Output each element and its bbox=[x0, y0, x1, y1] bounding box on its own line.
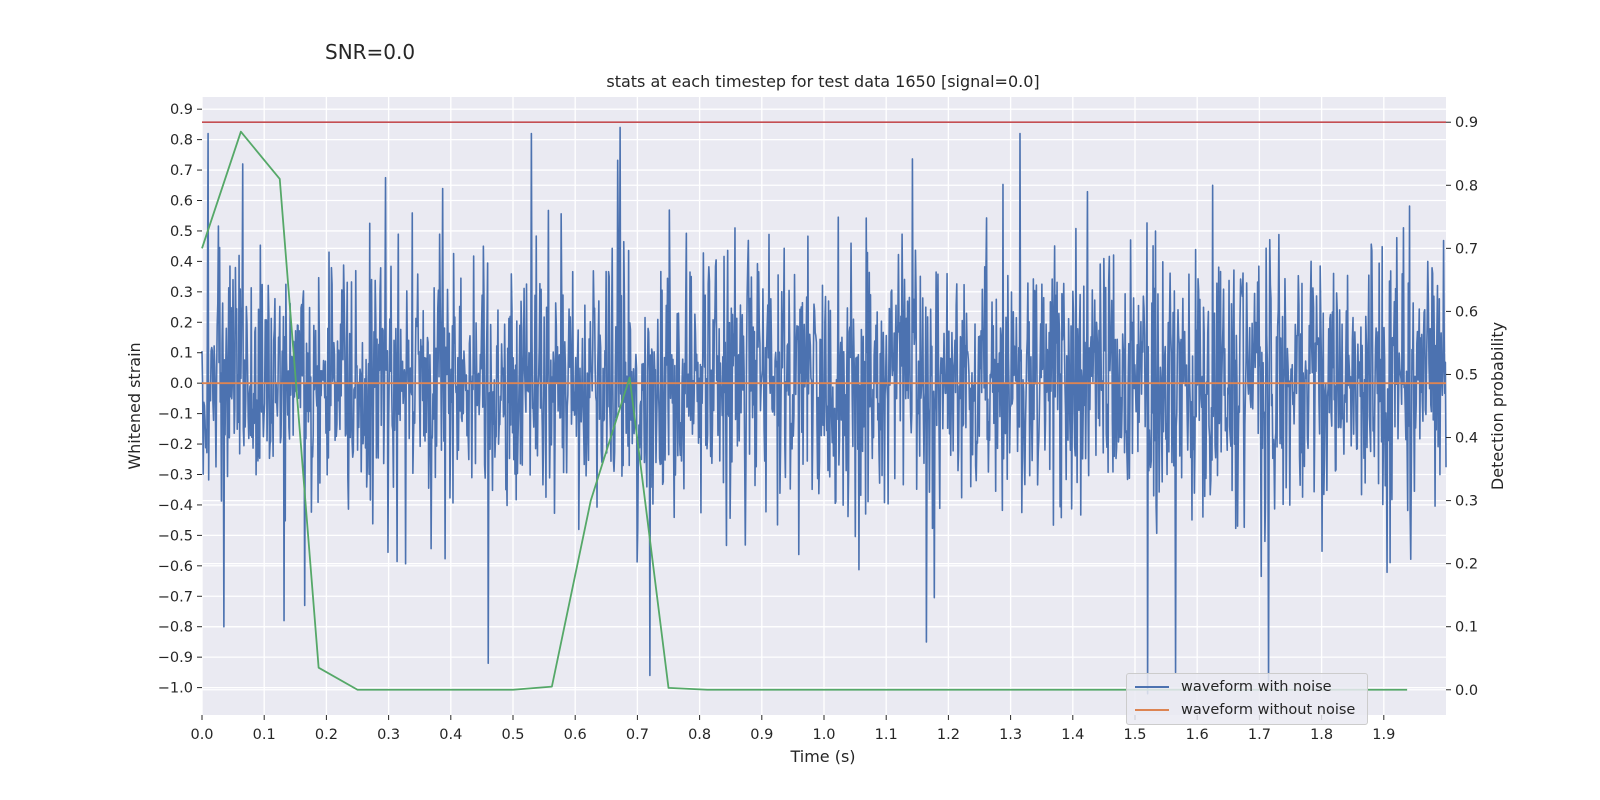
y2-tick-label: 0.9 bbox=[1455, 115, 1478, 131]
y2-tick-label: 0.2 bbox=[1455, 557, 1478, 573]
x-tick-label: 0.6 bbox=[564, 727, 587, 743]
y2-tick-label: 0.5 bbox=[1455, 367, 1478, 383]
legend-entry-noisy: waveform with noise bbox=[1135, 677, 1332, 697]
y-tick-label: −0.4 bbox=[158, 498, 193, 514]
x-tick-label: 0.1 bbox=[253, 727, 276, 743]
x-tick-label: 1.3 bbox=[999, 727, 1022, 743]
y2-axis-label: Detection probability bbox=[1488, 322, 1507, 490]
y-tick-label: −0.2 bbox=[158, 437, 193, 453]
legend-swatch-noisy bbox=[1135, 686, 1169, 688]
x-tick-label: 1.0 bbox=[812, 727, 835, 743]
y-tick-label: −1.0 bbox=[158, 681, 193, 697]
legend-label-noisy: waveform with noise bbox=[1181, 679, 1332, 695]
y-axis-label: Whitened strain bbox=[125, 342, 144, 469]
y2-tick-label: 0.3 bbox=[1455, 494, 1478, 510]
series-waveform-with-noise bbox=[201, 126, 1447, 695]
x-tick-label: 1.9 bbox=[1372, 727, 1395, 743]
x-tick-label: 0.4 bbox=[439, 727, 462, 743]
x-tick-label: 1.1 bbox=[875, 727, 898, 743]
x-axis-label: Time (s) bbox=[789, 747, 855, 766]
x-tick-label: 0.8 bbox=[688, 727, 711, 743]
y-tick-label: −0.9 bbox=[158, 650, 193, 666]
y-tick-label: −0.5 bbox=[158, 528, 193, 544]
legend-label-clean: waveform without noise bbox=[1181, 702, 1356, 718]
x-tick-label: 0.2 bbox=[315, 727, 338, 743]
y-tick-label: 0.8 bbox=[170, 133, 193, 149]
x-tick-label: 1.5 bbox=[1123, 727, 1146, 743]
y-tick-label: 0.4 bbox=[170, 254, 193, 270]
x-tick-label: 0.3 bbox=[377, 727, 400, 743]
y-tick-label: 0.5 bbox=[170, 224, 193, 240]
chart-title: stats at each timestep for test data 165… bbox=[606, 72, 1039, 91]
y-axis-ticks: 0.9 0.8 0.7 0.6 0.5 0.4 0.3 0.2 0.1 0.0 −0.1 −0.2 −0… bbox=[158, 102, 202, 697]
y-tick-label: 0.6 bbox=[170, 194, 193, 210]
legend-swatch-clean bbox=[1135, 709, 1169, 711]
y-tick-label: 0.0 bbox=[170, 376, 193, 392]
y-tick-label: 0.7 bbox=[170, 163, 193, 179]
y2-tick-label: 0.0 bbox=[1455, 683, 1478, 699]
snr-suptitle: SNR=0.0 bbox=[325, 40, 416, 64]
y-tick-label: −0.3 bbox=[158, 467, 193, 483]
x-tick-label: 1.8 bbox=[1310, 727, 1333, 743]
y-tick-label: −0.6 bbox=[158, 559, 193, 575]
y2-axis-ticks: 0.9 0.8 0.7 0.6 0.5 0.4 0.3 0.2 0.1 0.0 bbox=[1446, 115, 1478, 699]
y-tick-label: 0.9 bbox=[170, 102, 193, 118]
x-tick-label: 0.5 bbox=[501, 727, 524, 743]
x-axis-ticks: 0.0 0.1 0.2 0.3 0.4 0.5 0.6 0.7 0.8 0.9 1.0 1.1 1.2 1… bbox=[190, 715, 1395, 743]
y-tick-label: −0.1 bbox=[158, 407, 193, 423]
legend-entry-clean: waveform without noise bbox=[1135, 700, 1355, 720]
y-tick-label: −0.8 bbox=[158, 620, 193, 636]
x-tick-label: 0.7 bbox=[626, 727, 649, 743]
x-tick-label: 1.4 bbox=[1061, 727, 1084, 743]
y2-tick-label: 0.6 bbox=[1455, 304, 1478, 320]
x-tick-label: 1.7 bbox=[1248, 727, 1271, 743]
y-tick-label: −0.7 bbox=[158, 589, 193, 605]
y2-tick-label: 0.4 bbox=[1455, 431, 1478, 447]
series-layer bbox=[201, 121, 1447, 695]
x-tick-label: 1.6 bbox=[1186, 727, 1209, 743]
x-tick-label: 0.9 bbox=[750, 727, 773, 743]
grid-lines bbox=[201, 97, 1446, 715]
y-tick-label: 0.3 bbox=[170, 285, 193, 301]
y2-tick-label: 0.7 bbox=[1455, 241, 1478, 257]
y2-tick-label: 0.8 bbox=[1455, 178, 1478, 194]
legend: waveform with noise waveform without noi… bbox=[1126, 673, 1368, 725]
y-tick-label: 0.2 bbox=[170, 315, 193, 331]
x-tick-label: 0.0 bbox=[190, 727, 213, 743]
x-tick-label: 1.2 bbox=[937, 727, 960, 743]
y-tick-label: 0.1 bbox=[170, 346, 193, 362]
y2-tick-label: 0.1 bbox=[1455, 620, 1478, 636]
